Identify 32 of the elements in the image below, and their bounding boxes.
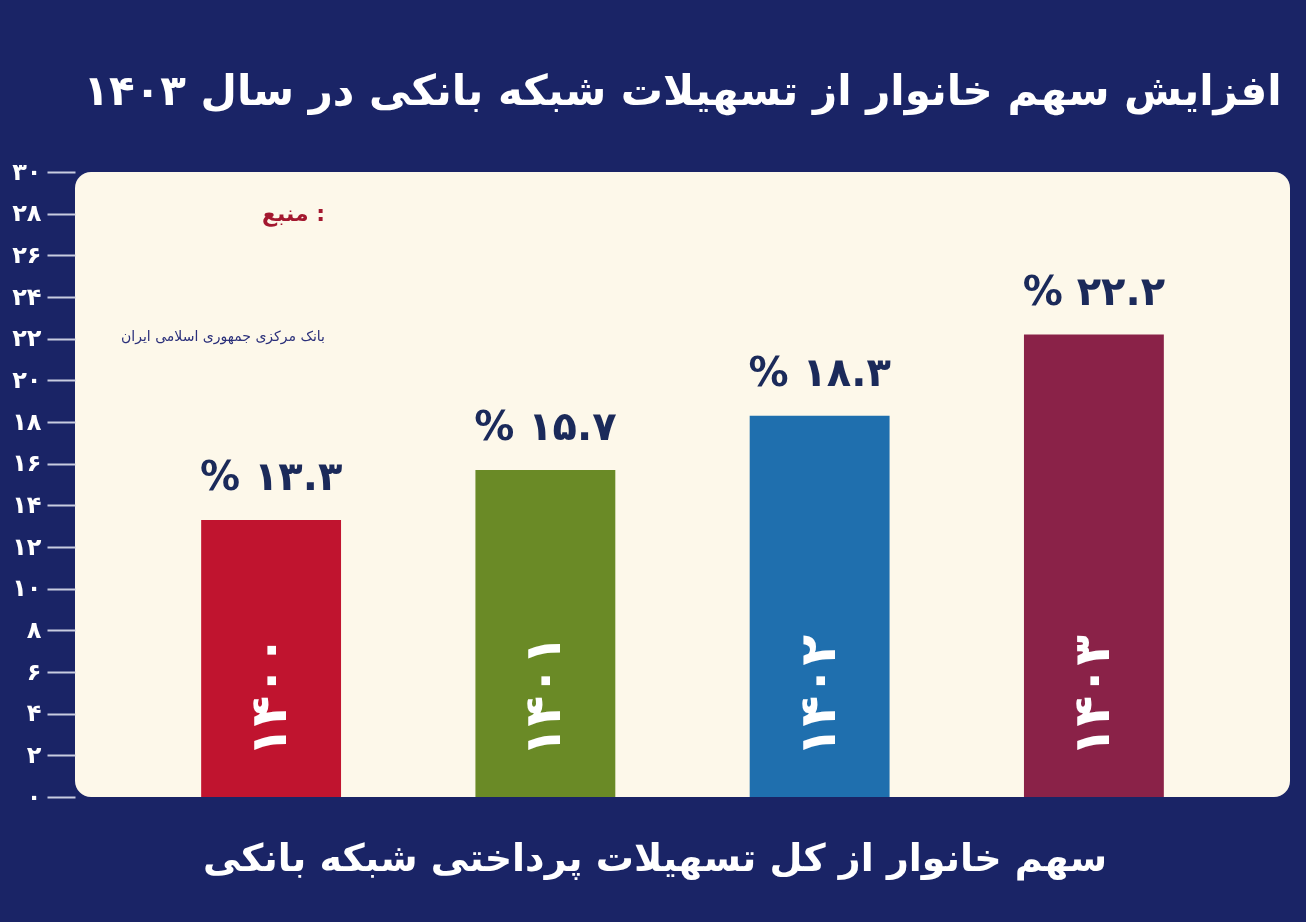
bar: [201, 519, 342, 797]
y-tick-label: ۴: [26, 699, 42, 728]
bar: [1023, 334, 1164, 797]
y-tick-label: ۲۸: [12, 199, 42, 228]
y-tick-label: ۲: [26, 740, 42, 769]
data-label: % ۱۳.۳: [199, 452, 343, 499]
text: سهم خانوار از کل تسهیلات پرداختی شبکه بانکی: [202, 836, 1108, 881]
bar: [475, 469, 616, 797]
y-tick-label: ۱۸: [12, 407, 42, 436]
data-label: % ۱۸.۳: [748, 348, 891, 395]
data-label: % ۱۵.۷: [474, 402, 617, 449]
y-tick-label: ۱۶: [12, 449, 42, 478]
data-label: % ۲۲.۲: [1022, 267, 1166, 314]
chart-title: افزایش سهم خانوار از تسهیلات شبکه بانکی در سال ۱۴۰۳: [83, 66, 1282, 116]
y-tick-label: ۲۲: [12, 324, 42, 353]
y-tick-label: ۲۴: [12, 282, 42, 311]
y-tick-label: ۲۰: [12, 365, 42, 394]
x-tick-label: ۱۴۰۰: [240, 634, 299, 757]
annotation: بانک مرکزی جمهوری اسلامی ایران: [121, 328, 325, 345]
y-tick-label: ۰: [26, 782, 42, 811]
y-tick-label: ۱۲: [12, 532, 42, 561]
y-tick-label: ۱۰: [12, 574, 42, 603]
y-tick-label: ۸: [26, 615, 42, 644]
y-tick-label: ۲۶: [12, 240, 42, 269]
y-tick-label: ۳۰: [12, 157, 42, 186]
x-tick-label: ۱۴۰۲: [788, 634, 847, 757]
y-tick-label: ۶: [26, 657, 42, 686]
x-tick-label: ۱۴۰۱: [514, 634, 573, 757]
annotation: منبع :: [261, 201, 325, 227]
y-tick-label: ۱۴: [12, 490, 42, 519]
x-tick-label: ۱۴۰۳: [1062, 634, 1121, 757]
bar: [749, 415, 890, 797]
